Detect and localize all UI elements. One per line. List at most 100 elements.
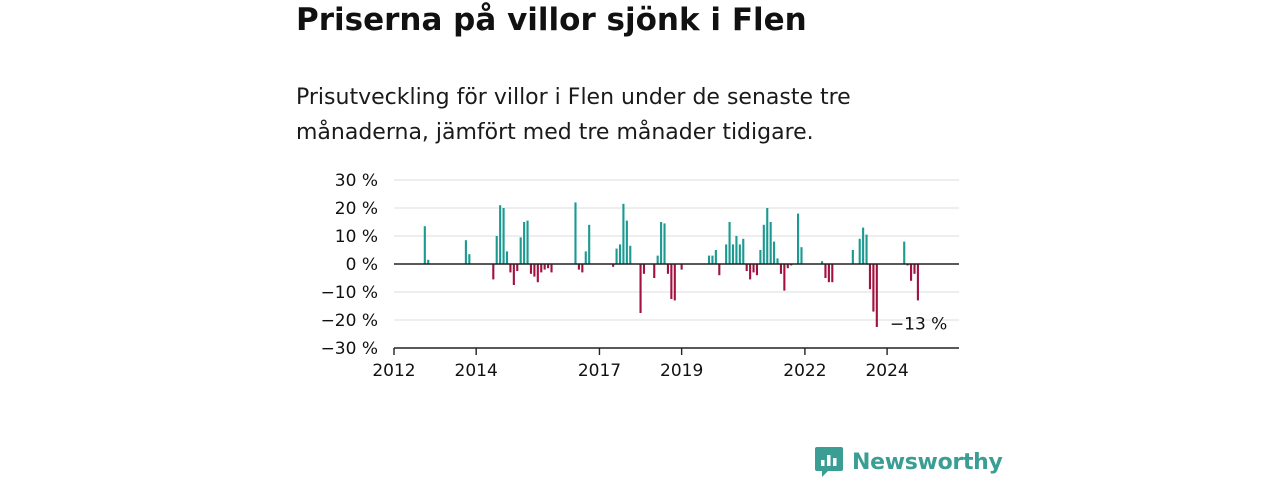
bar bbox=[714, 250, 717, 264]
bar bbox=[680, 264, 683, 270]
bar bbox=[615, 248, 618, 264]
y-tick-label: 0 % bbox=[346, 255, 378, 275]
bar bbox=[588, 224, 591, 264]
bar bbox=[666, 264, 670, 274]
end-value-label: −13 % bbox=[890, 314, 947, 334]
page-subtitle: Prisutveckling för villor i Flen under d… bbox=[296, 85, 851, 145]
y-tick-label: 30 % bbox=[335, 171, 378, 191]
bar bbox=[653, 264, 656, 278]
bar bbox=[766, 208, 769, 264]
bar bbox=[745, 264, 748, 271]
x-axis: 2012 2014 2017 2019 2022 2024 bbox=[372, 347, 959, 381]
x-tick-label: 2024 bbox=[865, 361, 908, 381]
bar bbox=[875, 264, 878, 327]
bar bbox=[612, 264, 615, 267]
bar bbox=[581, 264, 584, 273]
bar bbox=[827, 264, 830, 283]
bar bbox=[516, 264, 519, 271]
gridlines bbox=[394, 179, 959, 321]
y-tick-label: 20 % bbox=[335, 199, 378, 219]
bar bbox=[505, 251, 509, 264]
bar bbox=[574, 202, 577, 264]
bar bbox=[464, 240, 467, 264]
bar bbox=[512, 264, 515, 285]
bar bbox=[913, 264, 916, 274]
bar bbox=[865, 234, 868, 264]
x-tick-label: 2014 bbox=[455, 361, 498, 381]
brand-logo: Newsworthy bbox=[814, 444, 1003, 480]
bar bbox=[550, 264, 553, 273]
bar bbox=[523, 222, 526, 264]
bar bbox=[502, 208, 505, 264]
x-tick-label: 2017 bbox=[578, 361, 621, 381]
bar bbox=[543, 264, 546, 270]
page-title: Priserna på villor sjönk i Flen bbox=[296, 2, 807, 38]
bar bbox=[492, 264, 495, 280]
bar-chart-speech-bubble-icon bbox=[815, 447, 843, 477]
bar bbox=[529, 264, 533, 274]
bar bbox=[872, 264, 875, 312]
bar bbox=[779, 264, 783, 274]
bar bbox=[526, 220, 529, 264]
bar bbox=[499, 205, 502, 264]
bar bbox=[773, 241, 776, 264]
bar bbox=[547, 264, 550, 269]
bar bbox=[769, 222, 772, 264]
bar bbox=[731, 244, 735, 264]
bar bbox=[707, 255, 711, 264]
bar bbox=[776, 258, 779, 264]
bar bbox=[916, 264, 919, 301]
bar bbox=[725, 244, 728, 264]
bar bbox=[536, 264, 539, 283]
bar bbox=[618, 244, 622, 264]
bar bbox=[660, 222, 663, 264]
bar bbox=[509, 264, 512, 273]
bar bbox=[831, 264, 834, 283]
bar bbox=[749, 264, 752, 280]
bar bbox=[540, 264, 543, 273]
brand-name: Newsworthy bbox=[852, 449, 1003, 475]
bar bbox=[728, 222, 731, 264]
y-tick-label: −20 % bbox=[321, 311, 378, 331]
bar bbox=[738, 244, 741, 264]
bar bbox=[622, 203, 625, 264]
x-tick-label: 2012 bbox=[372, 361, 415, 381]
bar bbox=[742, 238, 745, 264]
bar bbox=[625, 220, 628, 264]
bar bbox=[629, 245, 632, 264]
bar bbox=[495, 236, 498, 264]
bar bbox=[824, 264, 827, 278]
bar bbox=[718, 264, 721, 276]
bar bbox=[584, 251, 587, 264]
bar bbox=[858, 238, 861, 264]
bar bbox=[796, 213, 800, 264]
bar bbox=[903, 241, 906, 264]
bars bbox=[423, 202, 919, 327]
bar bbox=[639, 264, 642, 313]
bar bbox=[786, 264, 789, 269]
y-tick-label: −10 % bbox=[321, 283, 378, 303]
bar bbox=[423, 226, 426, 264]
x-tick-label: 2019 bbox=[660, 361, 703, 381]
bar bbox=[663, 223, 666, 264]
bar bbox=[642, 264, 646, 274]
y-axis-ticks: 30 % 20 % 10 % 0 % −10 % −20 % −30 % bbox=[321, 171, 378, 359]
bar bbox=[673, 264, 676, 301]
bar bbox=[868, 264, 872, 290]
bar bbox=[427, 259, 430, 264]
y-tick-label: −30 % bbox=[321, 339, 378, 359]
bar bbox=[851, 250, 854, 264]
bar bbox=[862, 227, 865, 264]
bar bbox=[533, 264, 536, 277]
bar bbox=[519, 237, 522, 264]
bar bbox=[755, 264, 759, 276]
bar bbox=[656, 255, 659, 264]
bar bbox=[752, 264, 755, 273]
bar bbox=[468, 254, 471, 264]
bar bbox=[820, 261, 824, 264]
x-tick-label: 2022 bbox=[783, 361, 826, 381]
bar bbox=[759, 250, 762, 264]
bar bbox=[711, 255, 714, 264]
bar bbox=[670, 264, 673, 299]
bar bbox=[762, 224, 765, 264]
